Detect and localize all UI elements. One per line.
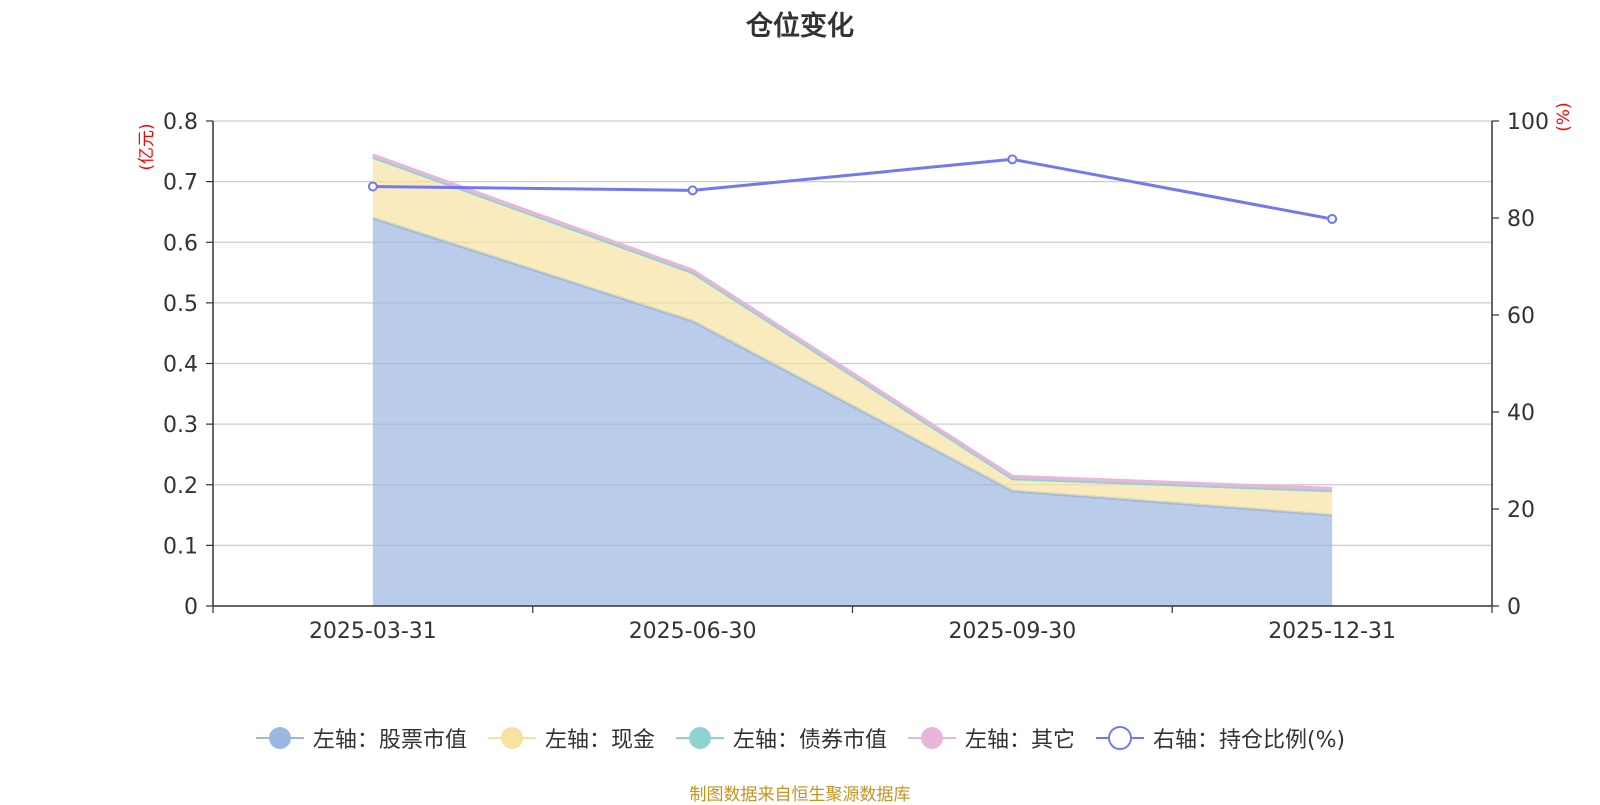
legend-marker-icon (907, 727, 956, 749)
left-axis-unit: (亿元) (137, 123, 157, 170)
right-tick-label: 100 (1507, 110, 1549, 135)
legend-label: 右轴：持仓比例(%) (1152, 728, 1346, 753)
legend-item[interactable]: 左轴：其它 (907, 722, 1075, 754)
left-tick-label: 0.2 (163, 474, 198, 499)
right-tick-label: 0 (1507, 595, 1521, 620)
stacked-areas (372, 153, 1333, 606)
left-tick-label: 0.3 (163, 413, 198, 438)
legend-label: 左轴：现金 (544, 728, 655, 753)
right-tick-label: 60 (1507, 304, 1535, 329)
right-axis-unit: (%) (1554, 102, 1574, 131)
legend-marker-icon (255, 727, 304, 749)
right-tick-label: 80 (1507, 207, 1535, 232)
x-tick-label: 2025-12-31 (1268, 619, 1396, 644)
legend-item[interactable]: 左轴：债券市值 (675, 722, 887, 754)
right-tick-label: 20 (1507, 498, 1535, 523)
data-source-note: 制图数据来自恒生聚源数据库 (689, 785, 911, 805)
legend-label: 左轴：股票市值 (312, 728, 467, 753)
area-fill (372, 157, 1333, 516)
right-tick-label: 40 (1507, 401, 1535, 426)
left-tick-label: 0.1 (163, 534, 198, 559)
legend-marker-icon (1095, 726, 1144, 750)
legend-label: 左轴：其它 (964, 728, 1075, 753)
left-tick-label: 0.7 (163, 171, 198, 196)
ratio-point (687, 185, 698, 196)
chart-title: 仓位变化 (746, 11, 854, 42)
ratio-point (1007, 154, 1018, 165)
area-edge-line (372, 153, 1333, 490)
ratio-line-path (372, 157, 1333, 221)
ratio-point (367, 181, 378, 192)
legend-item[interactable]: 右轴：持仓比例(%) (1095, 722, 1345, 754)
ratio-point (1327, 213, 1338, 224)
area-fill (372, 218, 1333, 606)
legend-item[interactable]: 左轴：现金 (487, 722, 655, 754)
legend: 左轴：股票市值 左轴：现金 左轴：债券市值 左轴：其它 右轴：持仓比例(%) (0, 720, 1600, 756)
chart-canvas: 0 0.1 0.2 0.3 0.4 0.5 0.6 0.7 0.8 0 20 40 60 80 100 202… (137, 102, 1574, 644)
left-tick-label: 0.5 (163, 292, 198, 317)
ratio-line (367, 154, 1338, 224)
legend-marker-icon (487, 727, 536, 749)
legend-marker-icon (675, 727, 724, 749)
legend-item[interactable]: 左轴：股票市值 (255, 722, 467, 754)
x-tick-label: 2025-09-30 (948, 619, 1076, 644)
left-tick-label: 0 (184, 595, 198, 620)
left-tick-label: 0.6 (163, 231, 198, 256)
left-tick-label: 0.8 (163, 110, 198, 135)
legend-label: 左轴：债券市值 (732, 728, 887, 753)
axis-ticks: 0 0.1 0.2 0.3 0.4 0.5 0.6 0.7 0.8 0 20 40 60 80 100 202… (163, 110, 1549, 644)
x-tick-label: 2025-06-30 (629, 619, 757, 644)
x-tick-label: 2025-03-31 (309, 619, 437, 644)
left-tick-label: 0.4 (163, 353, 198, 378)
